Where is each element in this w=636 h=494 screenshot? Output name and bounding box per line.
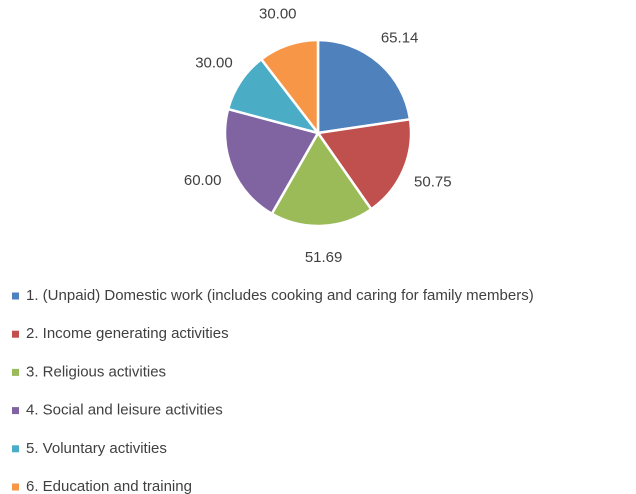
legend-swatch (12, 445, 19, 453)
data-label: 65.14 (381, 29, 419, 46)
data-label: 30.00 (259, 6, 297, 23)
legend-label: 2. Income generating activities (26, 325, 229, 342)
legend-label: 3. Religious activities (26, 363, 166, 380)
pie-slice (223, 107, 320, 216)
legend-swatch (12, 292, 19, 300)
pie-slice (270, 130, 373, 228)
pie-slice (259, 38, 320, 137)
legend-swatch (12, 368, 19, 376)
legend-swatch (12, 483, 19, 491)
legend-label: 1. (Unpaid) Domestic work (includes cook… (26, 287, 534, 304)
legend-swatch (12, 407, 19, 415)
data-label: 30.00 (195, 55, 233, 72)
pie-slice (316, 38, 412, 135)
legend-swatch (12, 330, 19, 338)
legend-label: 5. Voluntary activities (26, 440, 167, 457)
data-label: 50.75 (414, 173, 452, 190)
pie-slice (315, 117, 413, 211)
legend-label: 4. Social and leisure activities (26, 402, 223, 419)
data-label: 51.69 (305, 249, 343, 266)
data-label: 60.00 (184, 172, 222, 189)
legend-label: 6. Education and training (26, 478, 192, 494)
